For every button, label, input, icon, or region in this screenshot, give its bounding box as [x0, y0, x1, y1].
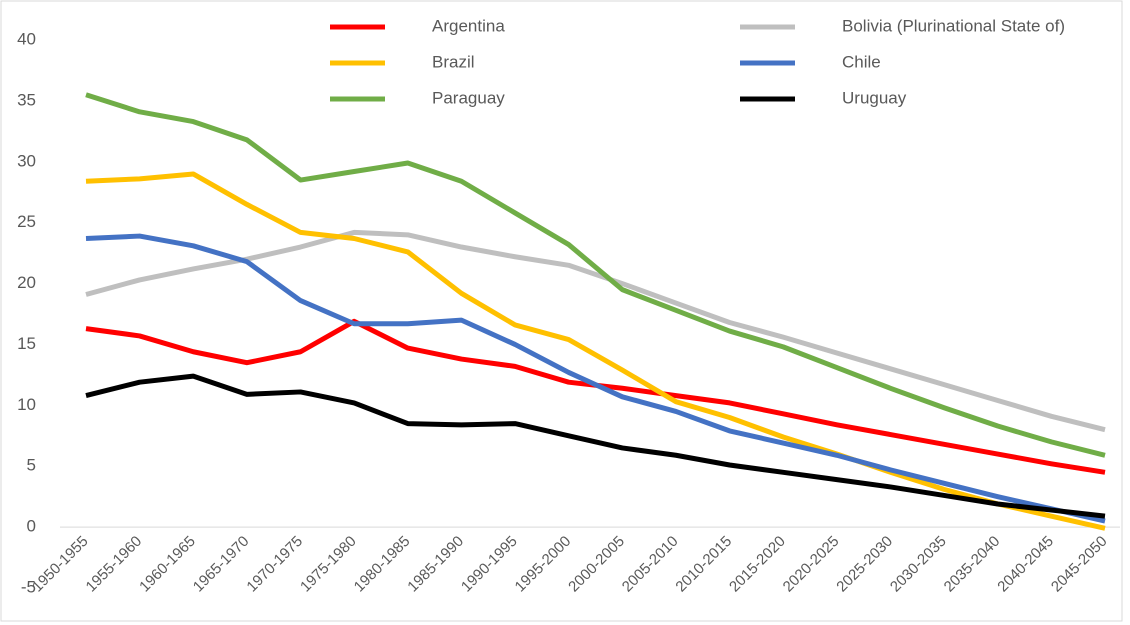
series-line — [85, 92, 1106, 458]
legend-label: Argentina — [432, 16, 505, 35]
series-line — [85, 373, 1106, 519]
y-tick-label: 5 — [27, 456, 36, 475]
y-tick-label: 40 — [17, 29, 36, 48]
series-line — [85, 229, 1106, 433]
y-tick-label: 30 — [17, 151, 36, 170]
y-tick-label: 0 — [27, 517, 36, 536]
legend-label: Bolivia (Plurinational State of) — [842, 16, 1065, 35]
legend-label: Brazil — [432, 52, 475, 71]
series-line — [85, 233, 1106, 524]
legend-label: Uruguay — [842, 88, 907, 107]
y-tick-label: 20 — [17, 273, 36, 292]
y-tick-label: -5 — [21, 577, 36, 596]
y-tick-label: 25 — [17, 212, 36, 231]
y-tick-label: 15 — [17, 334, 36, 353]
legend-label: Chile — [842, 52, 881, 71]
legend-label: Paraguay — [432, 88, 505, 107]
series-line — [85, 171, 1106, 531]
y-tick-label: 35 — [17, 90, 36, 109]
y-tick-label: 10 — [17, 395, 36, 414]
